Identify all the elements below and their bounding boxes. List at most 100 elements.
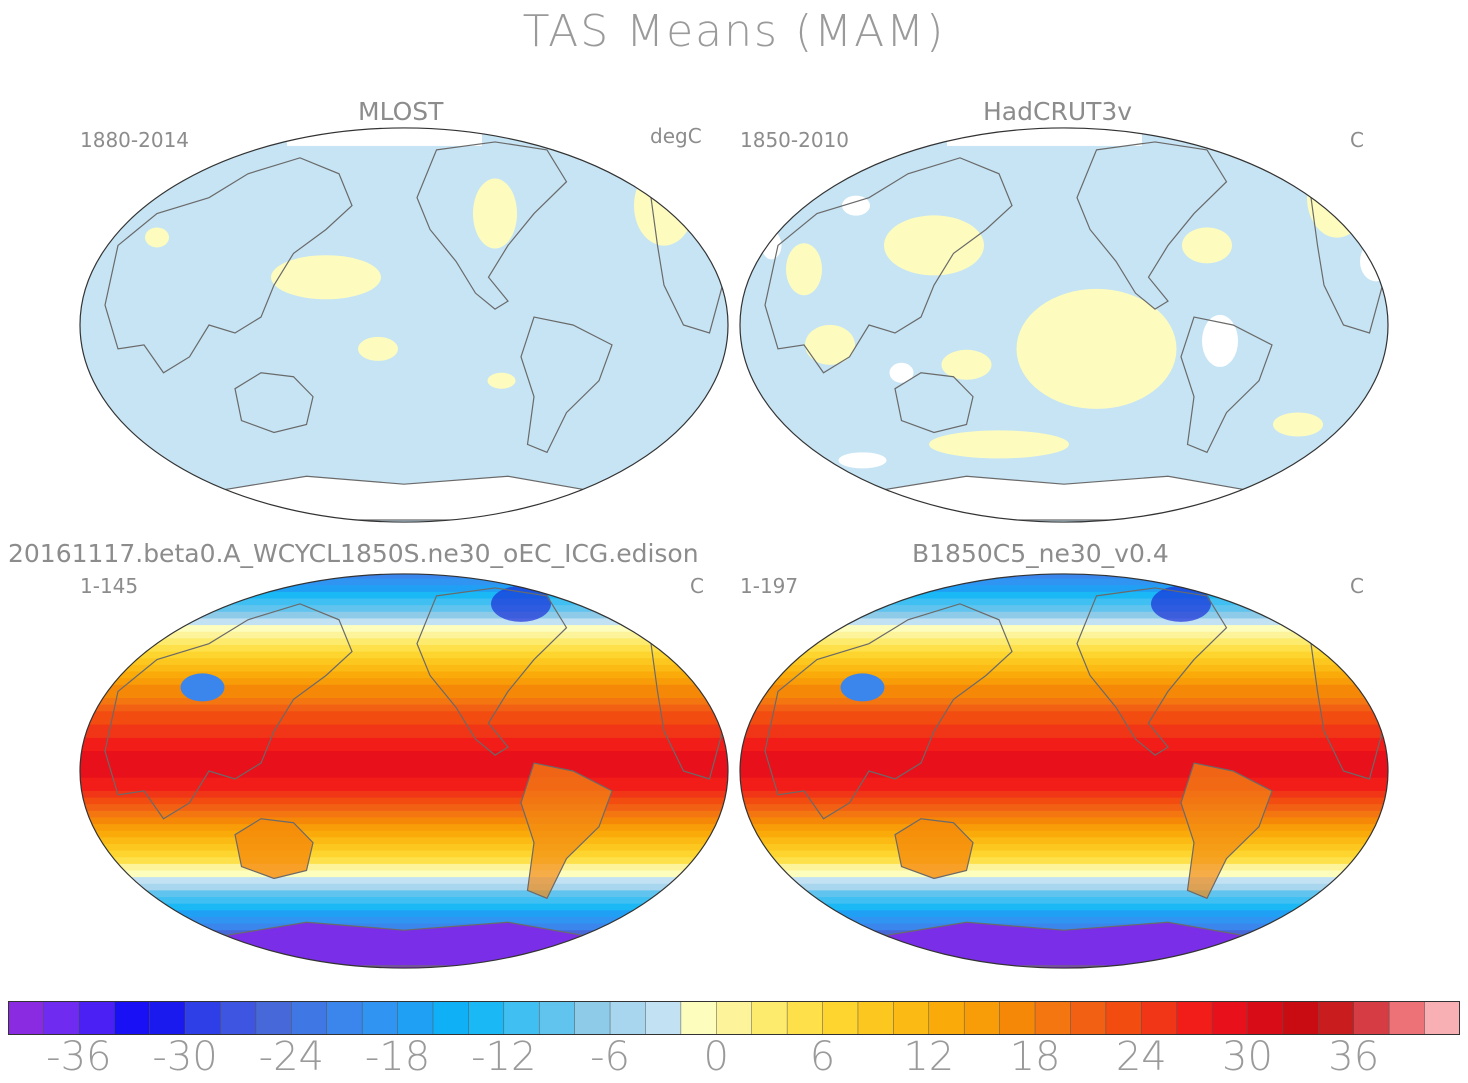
- warm-anomaly-area: [1307, 157, 1367, 238]
- temperature-band: [79, 691, 728, 699]
- colorbar-tick-label: -12: [471, 1034, 537, 1080]
- colorbar-swatch: [609, 1001, 647, 1035]
- colorbar-swatch: [751, 1001, 788, 1035]
- cold-spot: [1151, 585, 1211, 622]
- colorbar-swatch: [149, 1001, 186, 1035]
- colorbar-swatch: [1353, 1001, 1390, 1035]
- temperature-band: [79, 777, 728, 786]
- temperature-band: [739, 784, 1388, 792]
- temperature-band: [739, 903, 1388, 912]
- colorbar-swatch: [1318, 1001, 1355, 1035]
- temperature-band: [79, 678, 728, 686]
- temperature-band: [79, 625, 728, 633]
- temperature-band: [739, 671, 1388, 679]
- colorbar-swatch: [822, 1001, 859, 1035]
- coastline: [764, 603, 1013, 820]
- colorbar-swatch: [538, 1001, 576, 1035]
- temperature-band: [739, 585, 1388, 593]
- temperature-band: [739, 731, 1388, 739]
- colorbar-swatch: [503, 1001, 540, 1035]
- coastline: [104, 157, 353, 374]
- temperature-band: [79, 764, 728, 772]
- temperature-band: [79, 897, 728, 905]
- colorbar-tick-label: 36: [1328, 1034, 1380, 1080]
- colorbar-swatch: [999, 1001, 1036, 1035]
- warm-anomaly-area: [1273, 412, 1323, 437]
- temperature-band: [739, 817, 1388, 825]
- temperature-band: [739, 771, 1388, 779]
- temperature-band: [79, 671, 728, 679]
- temperature-band: [79, 744, 728, 752]
- map-border: [739, 573, 1389, 969]
- temperature-band: [739, 644, 1388, 653]
- colorbar-swatch: [1282, 1001, 1320, 1035]
- colorbar-tick-label: -6: [590, 1034, 630, 1080]
- colorbar-swatch: [1070, 1001, 1107, 1035]
- warm-anomaly-area: [929, 430, 1069, 459]
- warm-anomaly-area: [884, 215, 984, 276]
- colorbar-swatch: [184, 1001, 222, 1035]
- temperature-band: [79, 843, 728, 852]
- colorbar: [8, 1001, 1460, 1035]
- coastline: [764, 157, 1013, 374]
- temperature-band: [79, 573, 728, 580]
- temperature-band: [739, 897, 1388, 905]
- colorbar-swatch: [893, 1001, 930, 1035]
- colorbar-swatch: [361, 1001, 399, 1035]
- temperature-band: [739, 910, 1388, 918]
- temperature-band: [79, 731, 728, 739]
- colorbar-swatch: [645, 1001, 682, 1035]
- temperature-band: [79, 804, 728, 812]
- temperature-band: [79, 658, 728, 666]
- temperature-band: [79, 771, 728, 779]
- colorbar-swatch: [468, 1001, 505, 1035]
- colorbar-tick-label: -36: [46, 1034, 112, 1080]
- temperature-band: [739, 678, 1388, 686]
- coastline: [520, 316, 613, 454]
- temperature-band: [79, 757, 728, 766]
- colorbar-tick-label: 18: [1009, 1034, 1061, 1080]
- temperature-band: [739, 664, 1388, 673]
- temperature-band: [739, 837, 1388, 845]
- colorbar-swatch: [1247, 1001, 1284, 1035]
- missing-data: [842, 195, 870, 216]
- temperature-band: [739, 890, 1388, 898]
- temperature-band: [739, 804, 1388, 812]
- warm-anomaly-area: [1182, 227, 1232, 264]
- colorbar-swatch: [1176, 1001, 1213, 1035]
- coastline: [234, 818, 314, 880]
- coastline: [234, 372, 314, 434]
- warm-anomaly-area: [1016, 288, 1177, 409]
- colorbar-swatch: [397, 1001, 434, 1035]
- temperature-band: [79, 850, 728, 859]
- coastline: [894, 372, 974, 434]
- panel-title-hadcrut: HadCRUT3v: [983, 97, 1133, 126]
- cold-spot: [180, 673, 225, 702]
- temperature-band: [79, 618, 728, 626]
- temperature-band: [739, 573, 1388, 580]
- temperature-band: [79, 910, 728, 918]
- colorbar-swatch: [928, 1001, 965, 1035]
- temperature-band: [79, 916, 728, 925]
- temperature-band: [739, 863, 1388, 872]
- colorbar-tick-label: 0: [703, 1034, 730, 1080]
- temperature-band: [79, 877, 728, 885]
- temperature-band: [79, 857, 728, 865]
- colorbar-tick-label: -30: [152, 1034, 218, 1080]
- antarctic-cold: [209, 922, 599, 967]
- warm-anomaly-area: [473, 178, 517, 249]
- temperature-band: [739, 843, 1388, 852]
- coastline: [416, 587, 568, 756]
- antarctic-cold: [869, 922, 1259, 967]
- colorbar-swatch: [716, 1001, 753, 1035]
- temperature-band: [79, 598, 728, 606]
- map-mlost: [79, 127, 729, 523]
- coastline: [894, 818, 974, 880]
- panel-title-edison: 20161117.beta0.A_WCYCL1850S.ne30_oEC_ICG…: [8, 539, 699, 568]
- colorbar-swatch: [326, 1001, 363, 1035]
- colorbar-swatch: [1034, 1001, 1072, 1035]
- temperature-band: [739, 824, 1388, 832]
- temperature-band: [79, 717, 728, 726]
- temperature-band: [79, 631, 728, 640]
- temperature-band: [739, 877, 1388, 885]
